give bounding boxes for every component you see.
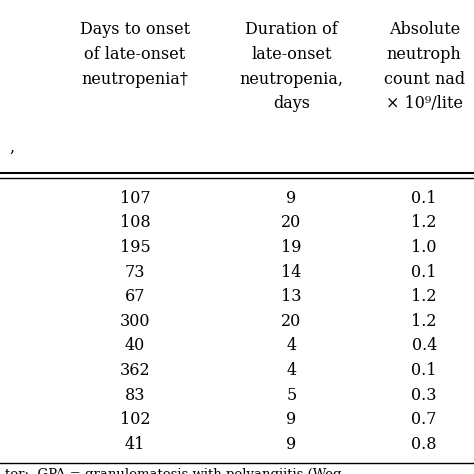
Text: neutropenia†: neutropenia† <box>82 71 189 88</box>
Text: 0.1: 0.1 <box>411 264 437 281</box>
Text: tor;  GPA = granulomatosis with polyangiitis (Weg: tor; GPA = granulomatosis with polyangii… <box>5 468 341 474</box>
Text: 9: 9 <box>286 436 297 453</box>
Text: 1.0: 1.0 <box>411 239 437 256</box>
Text: Duration of: Duration of <box>245 21 338 38</box>
Text: late-onset: late-onset <box>251 46 332 63</box>
Text: 4: 4 <box>286 362 297 379</box>
Text: 362: 362 <box>120 362 150 379</box>
Text: 0.1: 0.1 <box>411 362 437 379</box>
Text: 20: 20 <box>282 214 301 231</box>
Text: 195: 195 <box>120 239 150 256</box>
Text: 1.2: 1.2 <box>411 313 437 330</box>
Text: 0.7: 0.7 <box>411 411 437 428</box>
Text: 41: 41 <box>125 436 145 453</box>
Text: 4: 4 <box>286 337 297 355</box>
Text: 5: 5 <box>286 387 297 404</box>
Text: neutroph: neutroph <box>387 46 462 63</box>
Text: days: days <box>273 95 310 112</box>
Text: of late-onset: of late-onset <box>84 46 186 63</box>
Text: 9: 9 <box>286 411 297 428</box>
Text: 0.1: 0.1 <box>411 190 437 207</box>
Text: 1.2: 1.2 <box>411 214 437 231</box>
Text: 9: 9 <box>286 190 297 207</box>
Text: neutropenia,: neutropenia, <box>239 71 344 88</box>
Text: 0.3: 0.3 <box>411 387 437 404</box>
Text: 1.2: 1.2 <box>411 288 437 305</box>
Text: 67: 67 <box>125 288 146 305</box>
Text: 108: 108 <box>120 214 150 231</box>
Text: 300: 300 <box>120 313 150 330</box>
Text: 20: 20 <box>282 313 301 330</box>
Text: 14: 14 <box>282 264 301 281</box>
Text: count nad: count nad <box>383 71 465 88</box>
Text: 0.4: 0.4 <box>411 337 437 355</box>
Text: Absolute: Absolute <box>389 21 460 38</box>
Text: 13: 13 <box>281 288 302 305</box>
Text: 83: 83 <box>125 387 146 404</box>
Text: ,: , <box>9 138 15 155</box>
Text: Days to onset: Days to onset <box>80 21 190 38</box>
Text: 0.8: 0.8 <box>411 436 437 453</box>
Text: 107: 107 <box>120 190 150 207</box>
Text: 40: 40 <box>125 337 145 355</box>
Text: 19: 19 <box>281 239 302 256</box>
Text: 73: 73 <box>125 264 146 281</box>
Text: × 10⁹/lite: × 10⁹/lite <box>386 95 463 112</box>
Text: 102: 102 <box>120 411 150 428</box>
